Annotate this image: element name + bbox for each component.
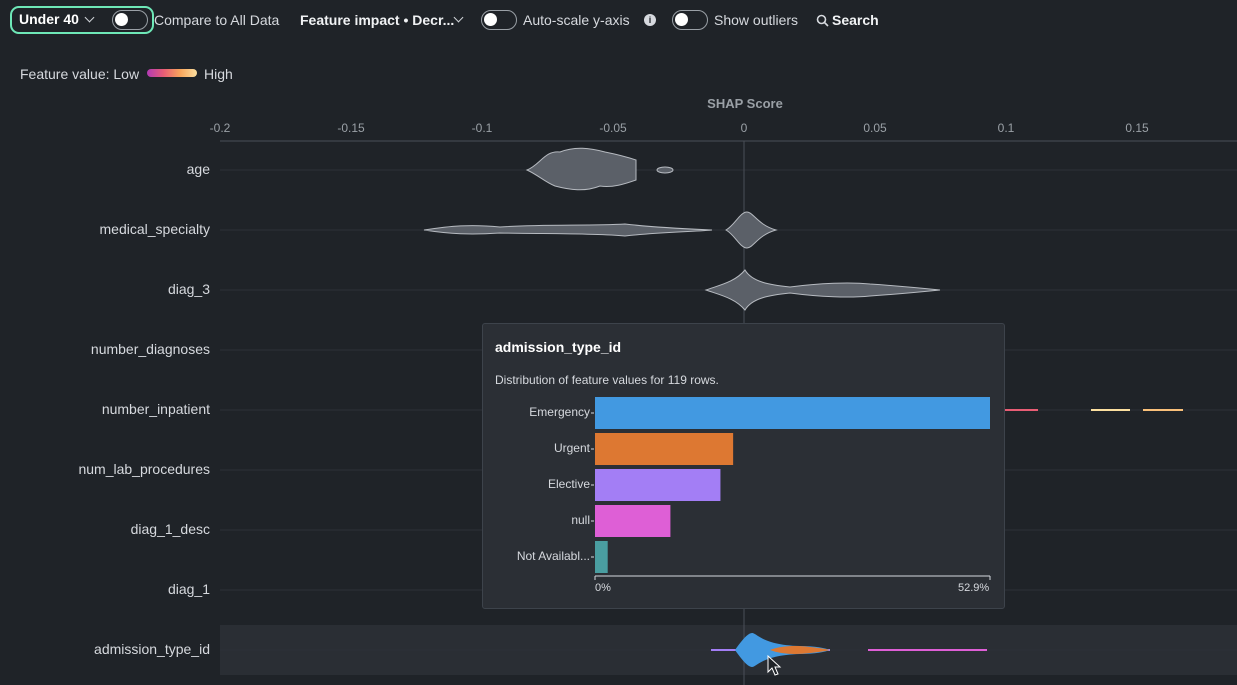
axis-min-label: 0% xyxy=(595,582,611,594)
segment-dropdown[interactable]: Under 40 xyxy=(19,11,79,27)
feature-value-gradient xyxy=(147,69,197,77)
axis-max-label: 52.9% xyxy=(958,582,990,594)
segment-selector-group xyxy=(10,6,154,34)
feature-label[interactable]: num_lab_procedures xyxy=(78,461,210,477)
toolbar: Under 40 Compare to All Data Feature imp… xyxy=(0,0,1237,40)
category-label: Not Availabl... xyxy=(516,549,590,563)
search-icon xyxy=(816,14,829,27)
popup-title: admission_type_id xyxy=(495,339,622,355)
feature-label[interactable]: admission_type_id xyxy=(94,641,210,657)
distribution-bar[interactable] xyxy=(595,433,734,465)
autoscale-toggle[interactable] xyxy=(481,10,517,30)
category-label: Elective xyxy=(547,477,590,491)
compare-toggle[interactable] xyxy=(112,10,148,30)
outliers-toggle[interactable] xyxy=(672,10,708,30)
axis-tick-label: 0 xyxy=(740,121,748,135)
violin-medical-specialty[interactable] xyxy=(423,211,778,249)
info-icon[interactable]: i xyxy=(644,14,656,26)
popup-subtitle: Distribution of feature values for 119 r… xyxy=(495,373,719,387)
category-label: Emergency xyxy=(529,405,590,419)
cursor-icon xyxy=(767,654,782,676)
violin-admission-type-id[interactable] xyxy=(711,633,987,667)
axis-tick-label: 0.05 xyxy=(863,121,887,135)
feature-distribution-popup: admission_type_id Distribution of featur… xyxy=(482,323,1005,609)
axis-tick-label: 0.15 xyxy=(1125,121,1149,135)
feature-label[interactable]: medical_specialty xyxy=(99,221,211,237)
axis-tick-label: -0.1 xyxy=(471,121,493,135)
autoscale-label: Auto-scale y-axis xyxy=(523,12,630,28)
outliers-label: Show outliers xyxy=(714,12,799,28)
feature-label[interactable]: number_diagnoses xyxy=(90,341,210,357)
axis-tick-label: 0.1 xyxy=(997,121,1015,135)
axis-tick-label: -0.05 xyxy=(599,121,627,135)
toggle-knob xyxy=(484,13,497,26)
distribution-bar[interactable] xyxy=(595,397,990,429)
distribution-bar[interactable] xyxy=(595,505,671,537)
axis-tick-label: -0.15 xyxy=(337,121,365,135)
violin-age[interactable] xyxy=(525,147,674,191)
feature-label[interactable]: diag_3 xyxy=(167,281,210,297)
axis-title: SHAP Score xyxy=(707,96,783,111)
distribution-bar[interactable] xyxy=(595,541,608,573)
feature-label[interactable]: diag_1_desc xyxy=(130,521,210,537)
feature-value-legend-high: High xyxy=(204,66,233,82)
search-button[interactable]: Search xyxy=(816,10,880,30)
toggle-knob xyxy=(115,13,128,26)
feature-label[interactable]: diag_1 xyxy=(167,581,210,597)
feature-label[interactable]: age xyxy=(186,161,210,177)
distribution-bar[interactable] xyxy=(595,469,721,501)
axis-tick-label: -0.2 xyxy=(209,121,231,135)
compare-label: Compare to All Data xyxy=(154,12,280,28)
violin-diag-3[interactable] xyxy=(704,269,941,311)
feature-value-legend-low: Feature value: Low xyxy=(20,66,140,82)
sort-dropdown[interactable]: Feature impact • Decr... xyxy=(300,12,455,28)
category-label: null xyxy=(571,513,590,527)
feature-label[interactable]: number_inpatient xyxy=(101,401,210,417)
search-label: Search xyxy=(832,12,879,28)
category-label: Urgent xyxy=(553,441,590,455)
distribution-bar-chart xyxy=(591,397,991,580)
toggle-knob xyxy=(675,13,688,26)
